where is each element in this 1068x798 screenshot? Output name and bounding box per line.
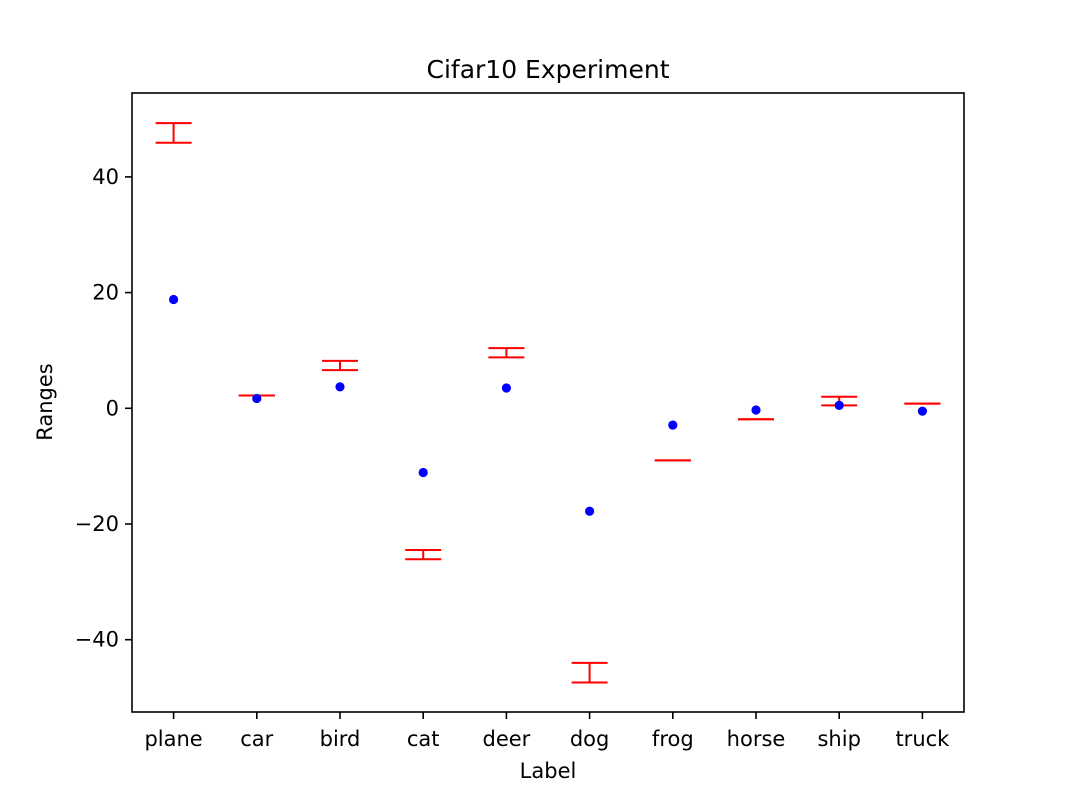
point-deer: [501, 383, 511, 393]
point-plane: [169, 294, 179, 305]
point-car: [252, 393, 262, 404]
point-bird: [335, 382, 345, 392]
point-horse: [751, 405, 761, 415]
x-axis-label: Label: [520, 759, 577, 783]
point-frog: [668, 420, 678, 430]
x-tick-label: truck: [895, 727, 950, 751]
point-cat: [418, 467, 428, 478]
range-bar-deer: [488, 347, 525, 359]
x-tick-label: bird: [320, 727, 361, 751]
x-tick-label: car: [240, 727, 273, 751]
range-bar-dog: [571, 661, 608, 684]
y-tick-label: 0: [106, 396, 119, 420]
point-truck: [917, 406, 928, 416]
chart-title: Cifar10 Experiment: [426, 55, 669, 84]
x-tick-label: dog: [570, 727, 610, 751]
x-tick-label: cat: [407, 727, 440, 751]
x-tick-label: horse: [727, 727, 786, 751]
range-bar-plane: [155, 122, 192, 144]
y-tick-label: −40: [75, 628, 119, 652]
x-tick-label: frog: [652, 727, 694, 751]
points-layer: [169, 294, 928, 516]
y-tick-label: 20: [92, 281, 119, 305]
y-tick-label: 40: [92, 165, 119, 189]
y-axis: 40 20 0 −20 −40: [75, 165, 132, 652]
range-bar-cat: [405, 549, 442, 561]
x-axis: plane car bird cat deer dog frog horse ship truck: [144, 712, 950, 751]
plot-area-frame: [131, 92, 965, 713]
y-tick-label: −20: [75, 512, 119, 536]
x-tick-label: deer: [482, 727, 530, 751]
x-tick-label: plane: [144, 727, 202, 751]
y-axis-label: Ranges: [33, 363, 57, 441]
point-dog: [585, 506, 595, 516]
point-ship: [834, 400, 844, 410]
ranges-layer: [155, 122, 941, 684]
range-bar-bird: [322, 359, 358, 372]
x-tick-label: ship: [817, 727, 860, 751]
